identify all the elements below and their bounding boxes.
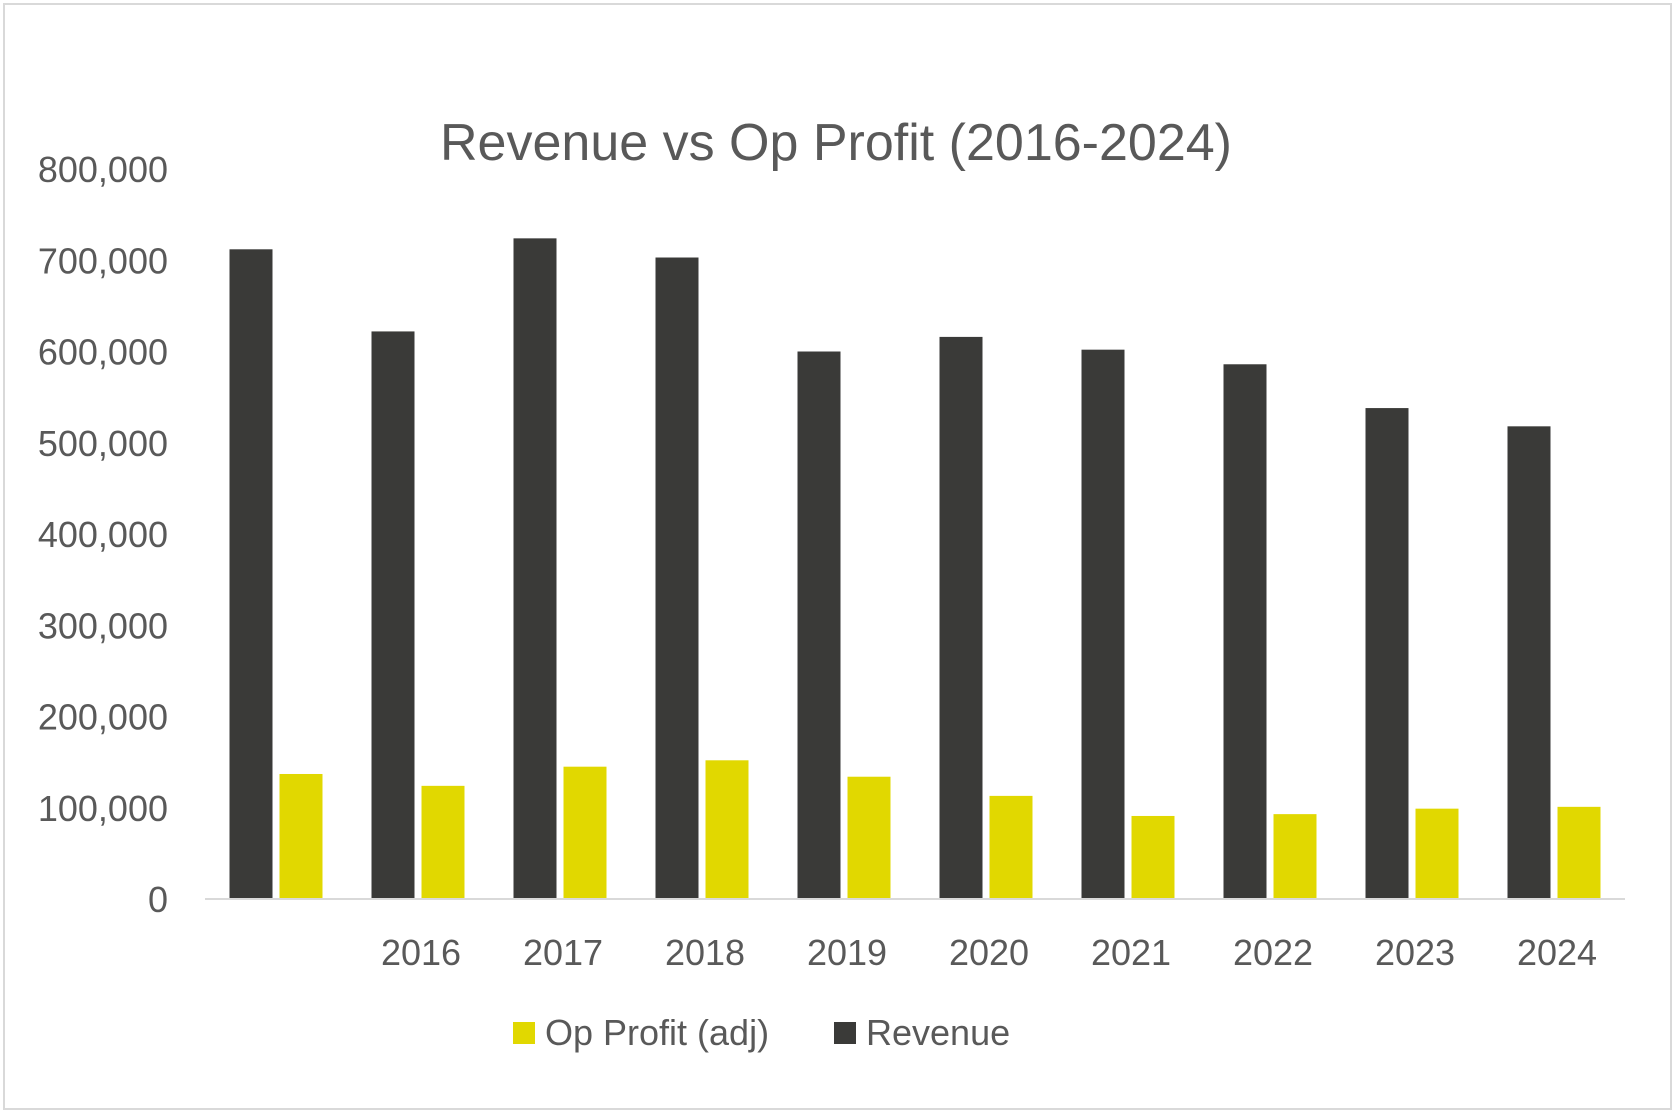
x-tick-label: 2017 [523,932,603,973]
bar-area [229,238,1601,900]
bar-revenue [371,331,415,899]
bar-revenue [1223,364,1267,899]
y-tick-label: 200,000 [38,697,168,738]
legend-swatch [513,1022,535,1044]
bar-revenue [655,257,699,899]
y-tick-label: 0 [148,879,168,920]
x-tick-label: 2023 [1375,932,1455,973]
x-tick-label: 2021 [1091,932,1171,973]
bar-revenue [939,336,983,899]
bar-revenue [513,238,557,900]
x-tick-label: 2024 [1517,932,1597,973]
x-tick-label: 2018 [665,932,745,973]
bar-revenue [797,351,841,899]
bar-op-profit [705,760,749,899]
x-tick-label: 2019 [807,932,887,973]
y-tick-label: 600,000 [38,332,168,373]
bar-revenue [1081,349,1125,899]
y-tick-label: 800,000 [38,149,168,190]
bar-op-profit [421,785,465,899]
y-tick-label: 700,000 [38,240,168,281]
y-tick-label: 500,000 [38,423,168,464]
x-tick-label: 2016 [381,932,461,973]
bar-revenue [1365,408,1409,899]
bar-op-profit [989,795,1033,899]
bar-revenue [1507,426,1551,899]
x-axis: 2016 2017 2018 2019 2020 2021 2022 2023 2024 [381,932,1597,973]
bar-op-profit [847,776,891,899]
y-tick-label: 100,000 [38,788,168,829]
x-tick-label: 2020 [949,932,1029,973]
y-axis: 0 100,000 200,000 300,000 400,000 500,000 600,… [38,149,168,920]
y-tick-label: 400,000 [38,514,168,555]
y-tick-label: 300,000 [38,605,168,646]
bar-op-profit [1557,806,1601,899]
bar-op-profit [279,773,323,899]
bar-revenue [229,249,273,900]
chart-title: Revenue vs Op Profit (2016-2024) [440,114,1232,172]
bar-op-profit [1131,815,1175,899]
x-tick-label: 2022 [1233,932,1313,973]
bar-op-profit [1415,808,1459,899]
legend: Op Profit (adj) Revenue [513,1012,1010,1053]
legend-label: Revenue [866,1012,1010,1053]
legend-swatch [834,1022,856,1044]
legend-label: Op Profit (adj) [545,1012,769,1053]
bar-op-profit [1273,814,1317,899]
bar-op-profit [563,766,607,899]
